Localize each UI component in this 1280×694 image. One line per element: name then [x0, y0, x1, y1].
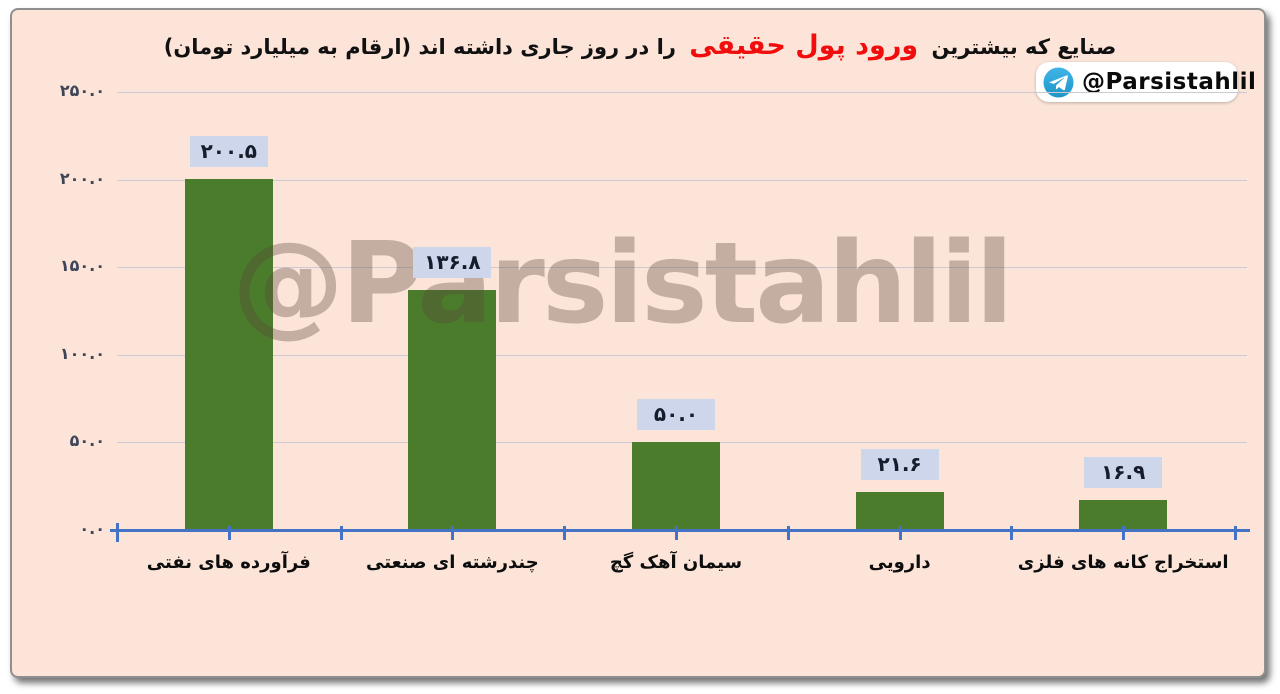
gridline	[117, 267, 1247, 269]
chart-title-pre: صنایع که بیشترین	[931, 35, 1117, 59]
chart-title-highlight: ورود پول حقیقی	[689, 30, 919, 61]
telegram-handle: @Parsistahlil	[1082, 69, 1257, 95]
x-axis-tick	[898, 526, 902, 540]
telegram-icon	[1043, 66, 1074, 98]
chart-title: صنایع که بیشترین ورود پول حقیقی را در رو…	[0, 30, 1280, 61]
telegram-badge[interactable]: @Parsistahlil	[1036, 62, 1256, 102]
bar	[632, 442, 720, 529]
x-axis-category-label: دارویی	[868, 552, 931, 573]
gridline	[117, 92, 1247, 93]
bar-value-label: ۲۰۰.۵	[189, 135, 268, 167]
bar-value-label: ۵۰.۰	[637, 399, 715, 431]
x-axis-category-label: چندرشته ای صنعتی	[366, 552, 539, 573]
gridline	[117, 354, 1247, 356]
y-axis-tick-label: ۰.۰	[79, 519, 105, 538]
x-axis-tick	[339, 526, 343, 540]
chart-title-post: را در روز جاری داشته اند (ارقام به میلیا…	[163, 35, 676, 59]
gridline	[117, 179, 1247, 181]
x-axis-tick	[563, 526, 567, 540]
y-axis-tick-label: ۲۵۰.۰	[59, 81, 105, 100]
y-axis-tick-label: ۱۵۰.۰	[59, 256, 105, 276]
x-axis-category-label: سیمان آهک گچ	[609, 552, 743, 573]
y-axis-tick-label: ۲۰۰.۰	[59, 168, 105, 188]
x-axis-tick	[116, 523, 119, 542]
x-axis-tick	[227, 526, 231, 540]
x-axis-category-label: استخراج کانه های فلزی	[1017, 552, 1229, 573]
x-axis-tick	[1010, 526, 1014, 540]
x-axis-tick	[675, 526, 678, 540]
bar	[184, 178, 273, 529]
x-axis-tick	[1122, 526, 1126, 540]
x-axis-tick	[786, 526, 790, 540]
x-axis-tick	[1234, 526, 1237, 540]
bar	[408, 290, 497, 529]
x-axis-category-label: فرآورده های نفتی	[146, 552, 311, 573]
bar	[1079, 500, 1168, 529]
x-axis-line	[110, 529, 1250, 532]
bar-value-label: ۱۳۶.۸	[413, 247, 492, 279]
bar-value-label: ۲۱.۶	[860, 449, 939, 481]
bar	[855, 492, 944, 529]
x-axis-tick	[451, 526, 455, 540]
bar-value-label: ۱۶.۹	[1084, 457, 1163, 489]
y-axis-tick-label: ۱۰۰.۰	[59, 343, 105, 363]
y-axis-tick-label: ۵۰.۰	[69, 431, 105, 451]
